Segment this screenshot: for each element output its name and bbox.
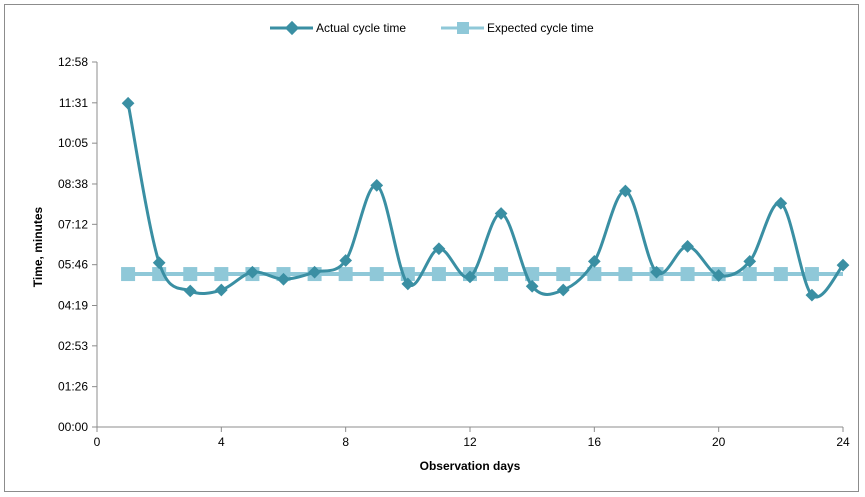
legend: Actual cycle time Expected cycle time [270,20,594,36]
data-point-expected [214,267,229,282]
legend-label-expected: Expected cycle time [487,21,594,35]
x-tick-label: 8 [342,435,349,449]
data-point-actual [370,179,384,192]
x-tick-labels: 0 4 8 12 16 20 24 [94,435,850,449]
data-point-actual [463,270,477,284]
series-layer [121,96,850,302]
y-tick-label: 07:12 [58,217,88,231]
data-point-expected [618,267,633,282]
data-point-actual [494,207,508,220]
axes [92,61,844,432]
x-tick-label: 0 [94,435,101,449]
data-point-actual [152,256,166,270]
x-tick-label: 12 [463,435,477,449]
y-tick-label: 02:53 [58,339,88,353]
series-line-actual [126,102,845,299]
y-tick-label: 11:31 [59,96,88,110]
data-point-actual [432,242,446,256]
y-tick-label: 08:38 [58,177,88,191]
y-tick-label: 10:05 [58,136,88,150]
data-point-actual [339,254,353,267]
y-tick-label: 04:19 [58,298,88,312]
data-point-expected [431,267,446,282]
data-point-expected [556,267,571,282]
legend-item-expected: Expected cycle time [441,21,594,35]
legend-item-actual: Actual cycle time [270,20,406,36]
y-axis-title: Time, minutes [31,206,45,287]
x-tick-label: 20 [712,435,726,449]
y-tick-labels: 00:00 01:26 02:53 04:19 05:46 07:12 08:38 10:05… [58,55,88,434]
data-point-expected [369,267,384,282]
data-point-actual [681,240,694,253]
chart-frame [4,4,859,492]
data-point-actual [401,277,415,291]
y-tick-label: 12:58 [58,55,88,69]
data-point-actual [121,96,135,110]
x-axis-title: Observation days [420,459,521,473]
x-tick-label: 4 [218,435,225,449]
x-tick-label: 16 [588,435,602,449]
data-point-expected [338,267,353,282]
data-point-expected [587,267,602,282]
data-point-expected [183,267,198,282]
y-tick-label: 01:26 [58,380,88,394]
data-point-expected [742,267,757,282]
data-point-expected [680,267,695,282]
legend-marker-expected [457,22,469,34]
data-point-actual [308,265,321,279]
x-tick-label: 24 [836,435,850,449]
data-point-actual [277,272,290,286]
legend-marker-actual [284,20,300,36]
data-point-expected [121,267,136,282]
data-point-actual [246,265,259,279]
y-tick-label: 00:00 [58,420,88,434]
data-point-expected [804,267,819,282]
data-point-actual [214,283,228,297]
data-point-actual [556,283,570,297]
data-point-actual [183,284,197,298]
y-tick-label: 05:46 [58,258,88,272]
legend-label-actual: Actual cycle time [316,21,406,35]
data-point-expected [494,267,509,282]
data-point-expected [773,267,788,282]
series-actual [121,96,850,302]
